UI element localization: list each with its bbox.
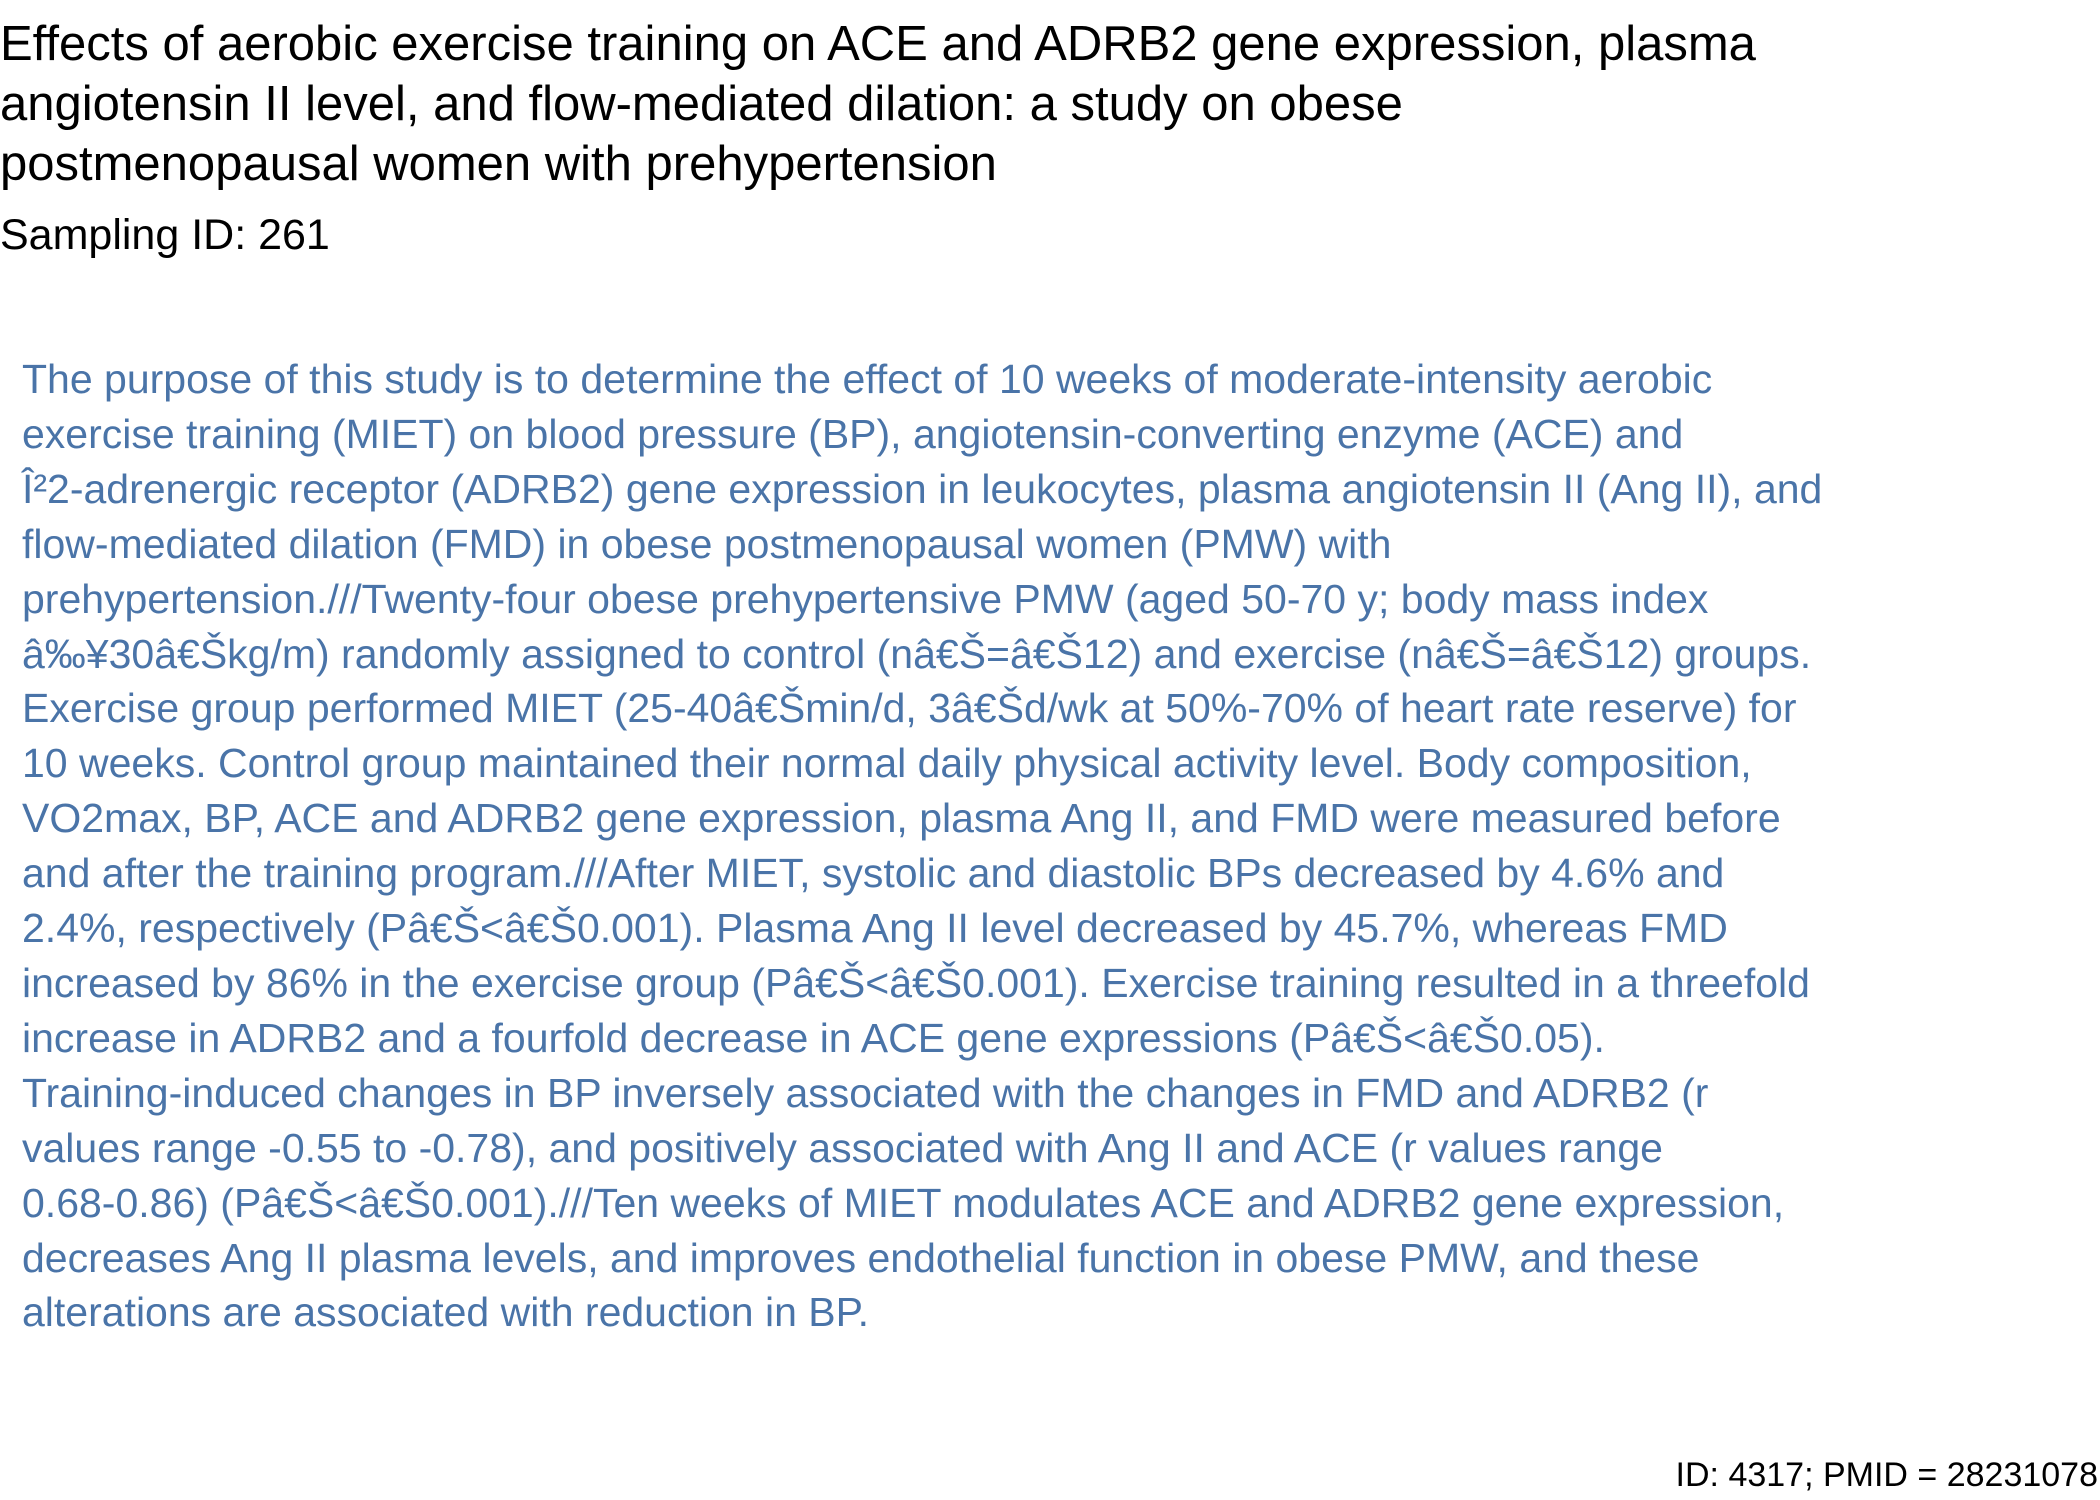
title-line: angiotensin II level, and flow-mediated … xyxy=(0,77,1403,131)
abstract-line: 10 weeks. Control group maintained their… xyxy=(22,740,1752,787)
document-title: Effects of aerobic exercise training on … xyxy=(0,14,2060,194)
abstract-line: values range -0.55 to -0.78), and positi… xyxy=(22,1124,1663,1171)
abstract-line: 2.4%, respectively (Pâ€Š<â€Š0.001). Plas… xyxy=(22,905,1728,952)
abstract-line: flow-mediated dilation (FMD) in obese po… xyxy=(22,520,1392,567)
abstract-line: increased by 86% in the exercise group (… xyxy=(22,959,1810,1006)
footer-id: ID: 4317; PMID = 28231078 xyxy=(1675,1456,2098,1494)
abstract-line: Exercise group performed MIET (25-40â€Šm… xyxy=(22,685,1797,732)
abstract-line: The purpose of this study is to determin… xyxy=(22,356,1713,402)
abstract-line: Training-induced changes in BP inversely… xyxy=(22,1069,1709,1116)
abstract-text: The purpose of this study is to determin… xyxy=(22,352,2082,1340)
abstract-line: 0.68-0.86) (Pâ€Š<â€Š0.001).///Ten weeks … xyxy=(22,1179,1785,1226)
title-line: Effects of aerobic exercise training on … xyxy=(0,17,1756,71)
abstract-line: and after the training program.///After … xyxy=(22,850,1725,897)
abstract-line: exercise training (MIET) on blood pressu… xyxy=(22,410,1684,457)
abstract-line: â‰¥30â€Škg/m) randomly assigned to contr… xyxy=(22,630,1812,677)
abstract-line: increase in ADRB2 and a fourfold decreas… xyxy=(22,1014,1605,1061)
abstract-line: Î²2-adrenergic receptor (ADRB2) gene exp… xyxy=(22,465,1823,512)
abstract-line: decreases Ang II plasma levels, and impr… xyxy=(22,1234,1700,1281)
title-line: postmenopausal women with prehypertensio… xyxy=(0,137,997,191)
sampling-id: Sampling ID: 261 xyxy=(0,211,330,259)
abstract-line: VO2max, BP, ACE and ADRB2 gene expressio… xyxy=(22,795,1781,842)
abstract-line: prehypertension.///Twenty-four obese pre… xyxy=(22,575,1709,622)
abstract-line: alterations are associated with reductio… xyxy=(22,1289,870,1336)
